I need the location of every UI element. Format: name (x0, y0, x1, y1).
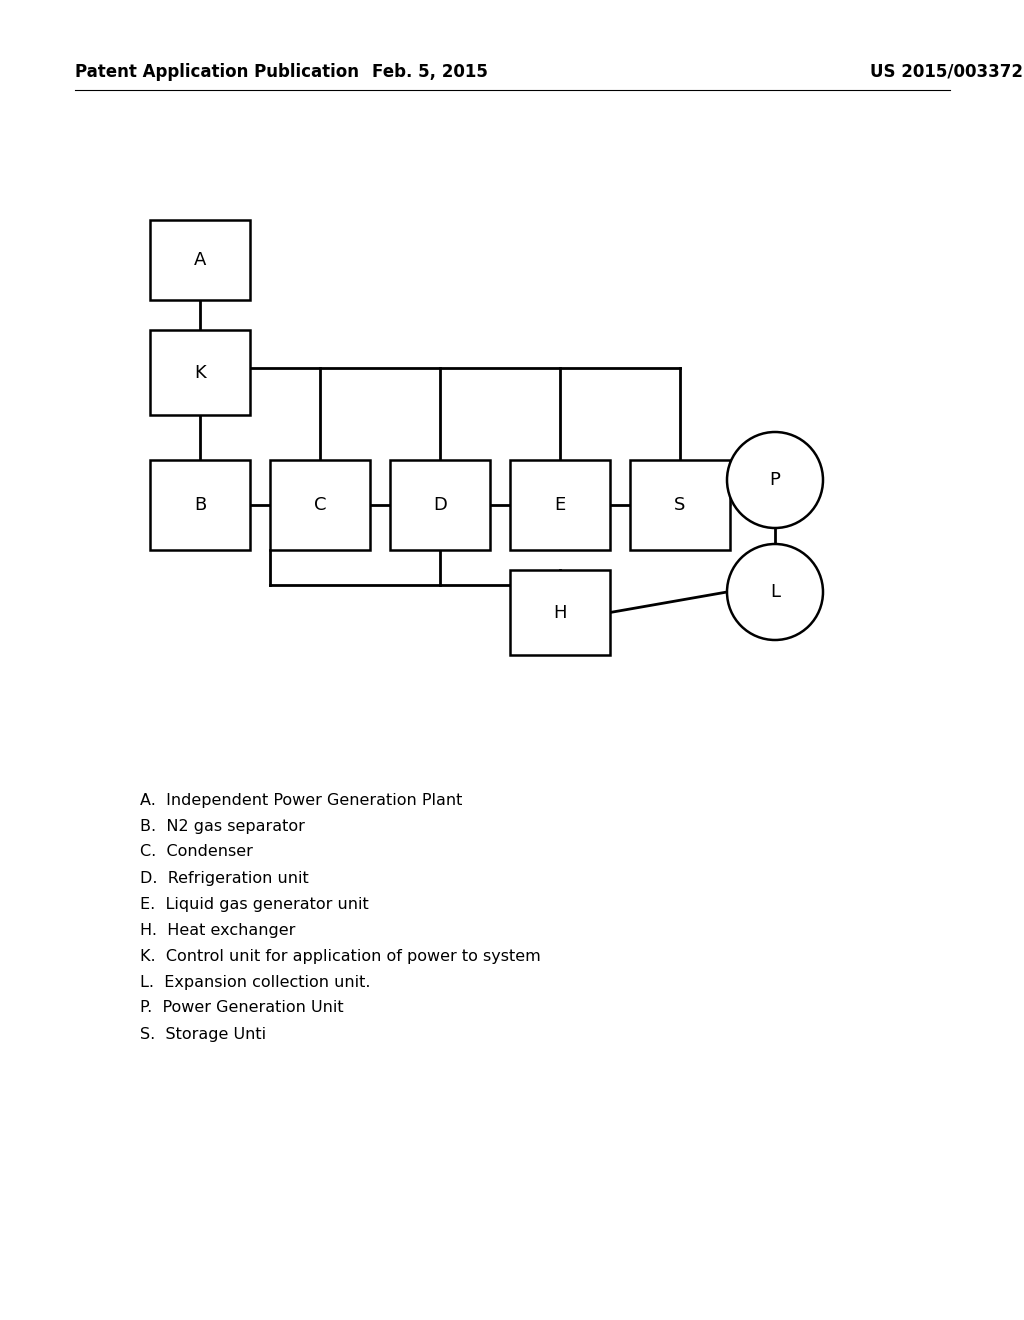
Text: K: K (195, 363, 206, 381)
Circle shape (727, 432, 823, 528)
Bar (150, 330, 250, 414)
Text: S: S (675, 496, 686, 513)
Text: A.  Independent Power Generation Plant: A. Independent Power Generation Plant (140, 792, 463, 808)
Text: K.  Control unit for application of power to system: K. Control unit for application of power… (140, 949, 541, 964)
Bar (510, 459, 610, 550)
Text: L: L (770, 583, 780, 601)
Text: A: A (194, 251, 206, 269)
Text: C.  Condenser: C. Condenser (140, 845, 253, 859)
Text: P: P (770, 471, 780, 488)
Text: US 2015/0033721 A1: US 2015/0033721 A1 (870, 63, 1024, 81)
Text: D.  Refrigeration unit: D. Refrigeration unit (140, 870, 309, 886)
Text: B.  N2 gas separator: B. N2 gas separator (140, 818, 305, 833)
Bar (150, 220, 250, 300)
Text: H.  Heat exchanger: H. Heat exchanger (140, 923, 295, 937)
Text: C: C (313, 496, 327, 513)
Text: B: B (194, 496, 206, 513)
Text: S.  Storage Unti: S. Storage Unti (140, 1027, 266, 1041)
Text: D: D (433, 496, 446, 513)
Text: L.  Expansion collection unit.: L. Expansion collection unit. (140, 974, 371, 990)
Bar (390, 459, 490, 550)
Bar (510, 570, 610, 655)
Bar (270, 459, 370, 550)
Text: Patent Application Publication: Patent Application Publication (75, 63, 359, 81)
Text: H: H (553, 603, 566, 622)
Circle shape (727, 544, 823, 640)
Text: E: E (554, 496, 565, 513)
Text: P.  Power Generation Unit: P. Power Generation Unit (140, 1001, 344, 1015)
Text: E.  Liquid gas generator unit: E. Liquid gas generator unit (140, 896, 369, 912)
Text: Feb. 5, 2015: Feb. 5, 2015 (372, 63, 488, 81)
Bar (150, 459, 250, 550)
Bar (630, 459, 730, 550)
